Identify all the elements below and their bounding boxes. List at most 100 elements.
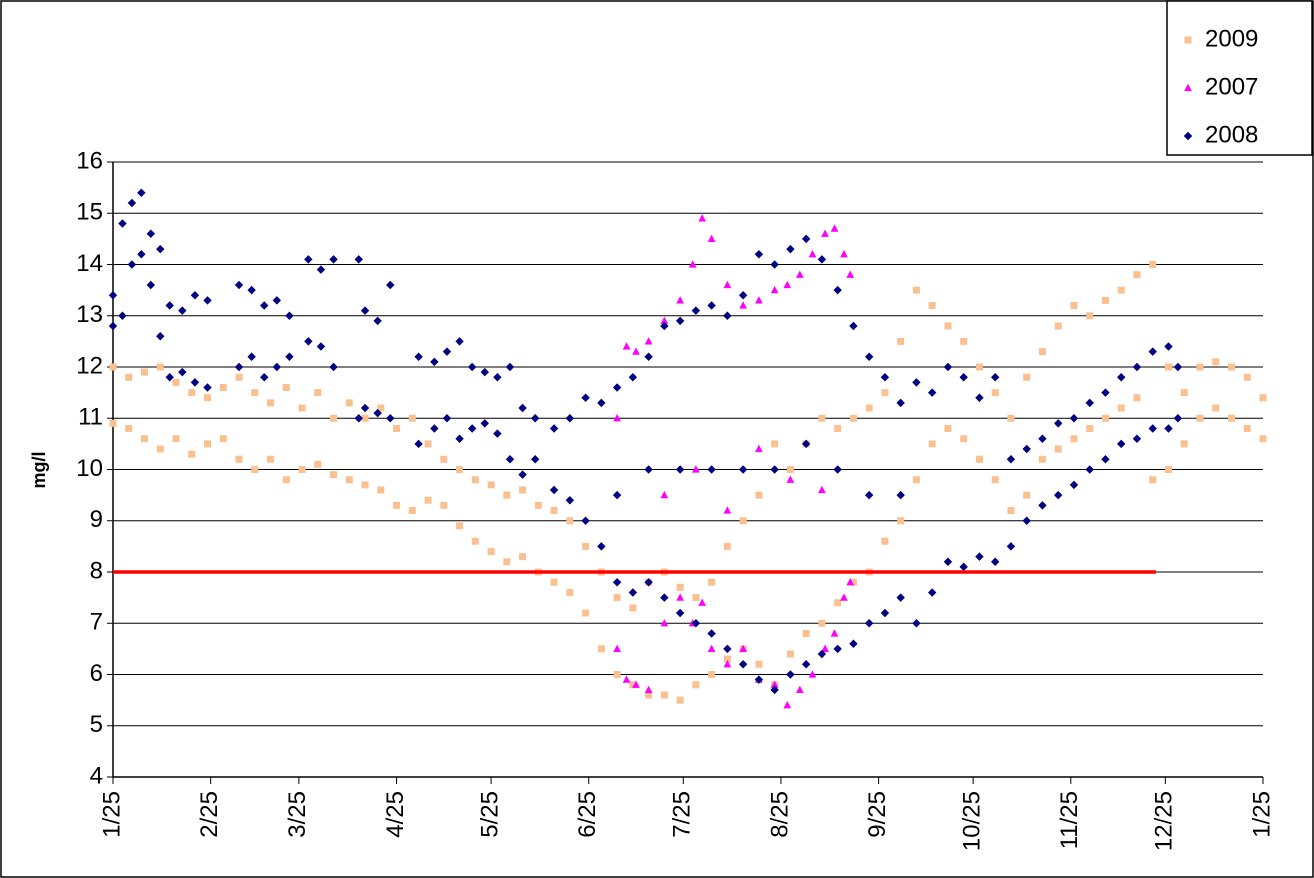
point [471, 476, 479, 484]
point [1101, 414, 1109, 422]
point [1086, 312, 1094, 320]
point [622, 675, 631, 683]
point [1227, 414, 1235, 422]
point [505, 362, 515, 372]
point [188, 389, 196, 397]
point [1023, 373, 1031, 381]
point [190, 291, 200, 300]
point [109, 363, 117, 371]
point [424, 496, 432, 504]
point [880, 373, 890, 382]
point [1006, 455, 1016, 464]
point [755, 491, 763, 499]
point [467, 424, 477, 433]
point [896, 593, 905, 602]
point [801, 234, 811, 244]
point [1101, 296, 1109, 304]
point [190, 378, 200, 387]
point [298, 466, 306, 473]
point [566, 517, 574, 525]
point [442, 347, 452, 356]
point [928, 302, 936, 309]
point [1164, 342, 1173, 351]
point [178, 306, 187, 315]
point [928, 440, 936, 448]
point [723, 644, 732, 654]
point [550, 578, 558, 586]
point [896, 398, 905, 408]
point [597, 645, 605, 653]
point [386, 280, 395, 290]
point [676, 593, 684, 601]
point [821, 644, 829, 653]
point [165, 301, 174, 310]
point [1173, 362, 1183, 372]
point [959, 373, 968, 382]
point [141, 435, 149, 443]
point [373, 408, 382, 418]
point [628, 588, 638, 597]
point [260, 373, 269, 382]
point [1117, 286, 1125, 294]
point [707, 301, 716, 310]
point [833, 465, 842, 474]
point [864, 619, 874, 628]
point [156, 244, 165, 254]
x-tick-label: 8/25 [766, 791, 793, 838]
point [1054, 490, 1063, 500]
point [597, 398, 606, 408]
point [990, 373, 1000, 382]
point [801, 439, 811, 449]
point [786, 466, 794, 473]
point [505, 455, 515, 464]
point [373, 316, 382, 326]
y-tick-label: 16 [76, 147, 103, 174]
point [393, 501, 401, 509]
point [146, 229, 156, 238]
point [360, 403, 370, 413]
point [272, 296, 282, 305]
point [959, 562, 968, 572]
point [1132, 362, 1142, 372]
point [840, 593, 848, 601]
point [688, 260, 697, 268]
point [975, 552, 984, 561]
point [754, 250, 764, 259]
point [518, 403, 527, 413]
point [676, 696, 684, 704]
point [414, 352, 423, 361]
point [897, 337, 905, 345]
point [960, 337, 968, 345]
point [991, 476, 999, 484]
point [1243, 373, 1251, 381]
point [316, 265, 326, 274]
y-axis-label: mg/l [29, 451, 49, 488]
point [247, 352, 256, 361]
point [755, 444, 763, 453]
legend-marker [1184, 83, 1192, 92]
point [456, 466, 464, 473]
point [360, 306, 370, 315]
point [442, 414, 452, 423]
point [755, 296, 763, 304]
point [738, 291, 748, 300]
point [975, 363, 983, 371]
point [282, 476, 290, 484]
point [808, 250, 817, 258]
point [691, 619, 701, 628]
point [234, 280, 244, 290]
x-tick-label: 3/25 [284, 791, 311, 838]
point [165, 373, 174, 382]
point [1164, 363, 1172, 371]
point [1212, 358, 1220, 366]
point [1180, 440, 1188, 448]
point [707, 644, 716, 653]
point [660, 619, 669, 627]
point [770, 680, 779, 688]
y-tick-label: 6 [90, 660, 103, 687]
point [1069, 480, 1079, 490]
point [581, 516, 590, 525]
point [408, 414, 416, 422]
point [1038, 501, 1047, 510]
point [480, 419, 489, 428]
